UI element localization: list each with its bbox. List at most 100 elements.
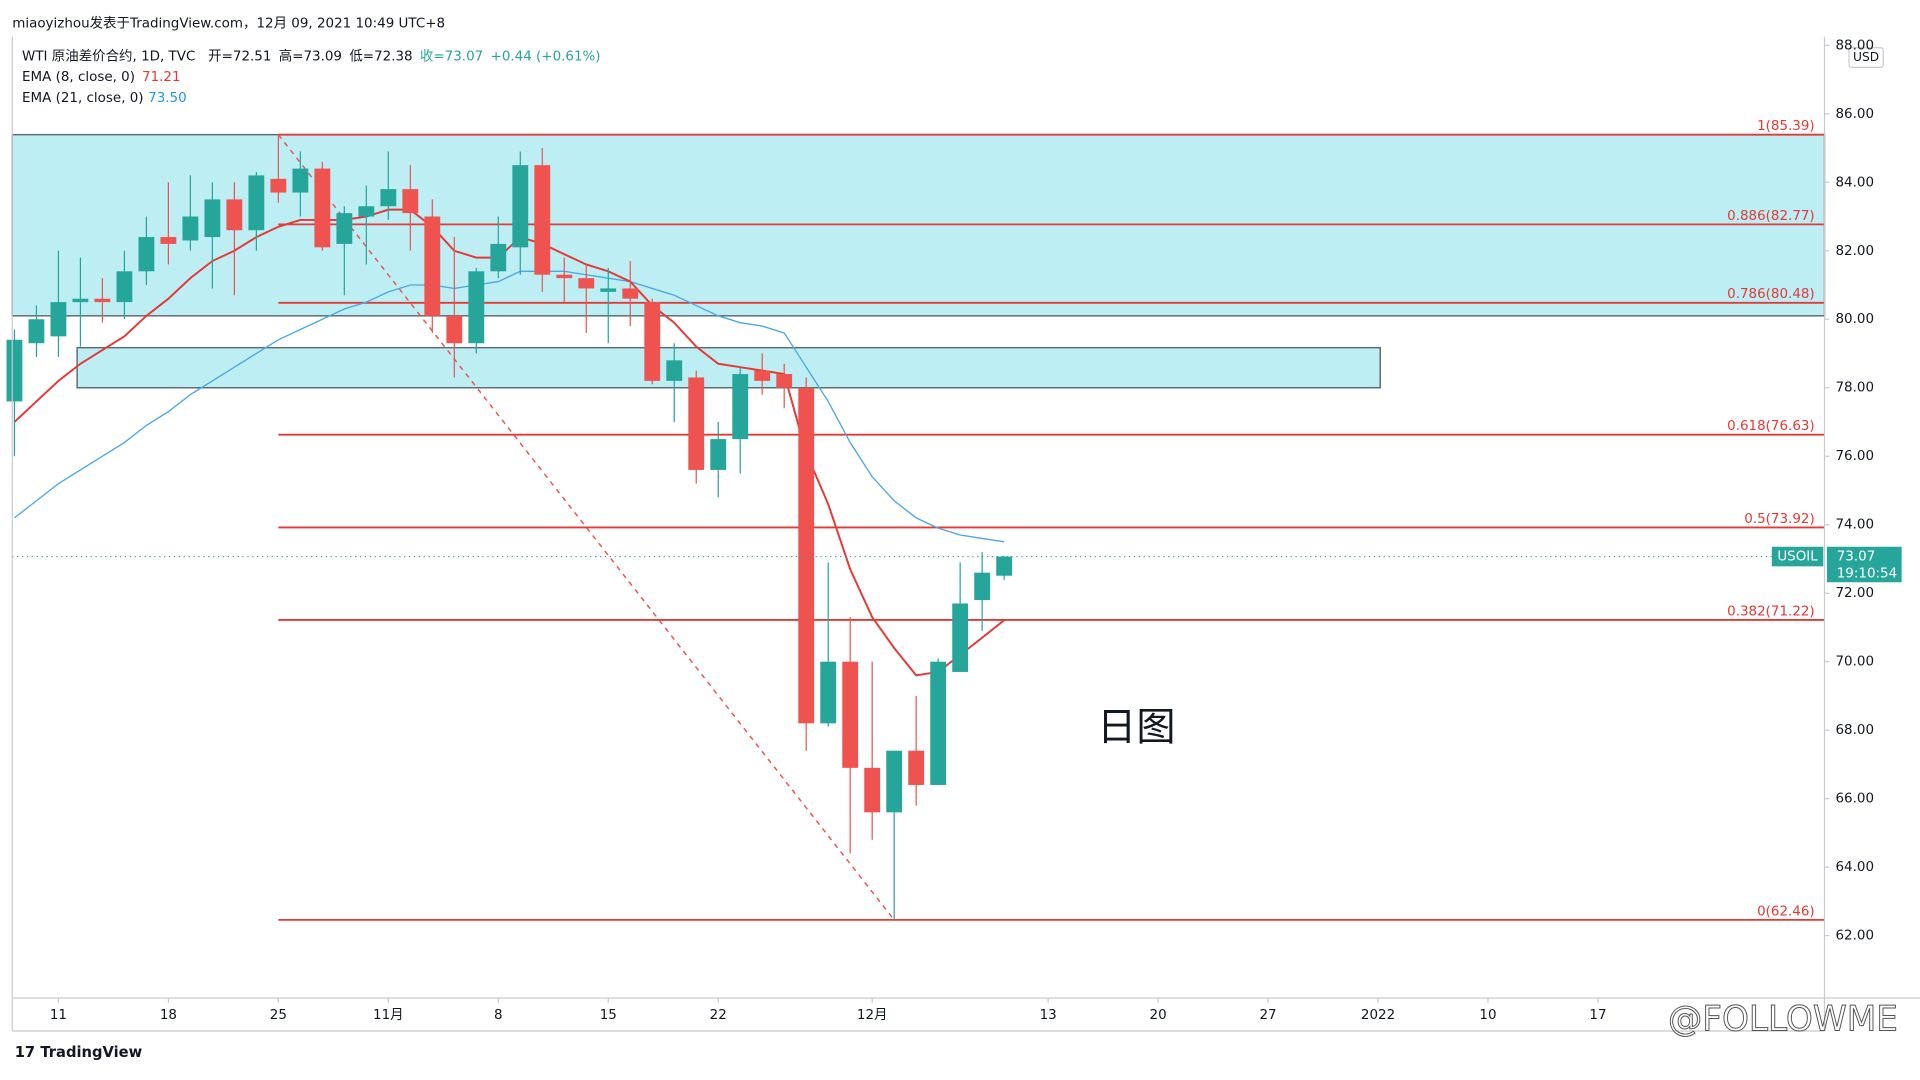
currency: USD [1853, 50, 1879, 64]
candle-body [886, 750, 903, 813]
candle-body [490, 243, 507, 272]
symbol-label: USOIL [1777, 550, 1818, 565]
legend-item: 高=73.09 [279, 47, 342, 64]
candle-body [226, 199, 243, 231]
ema-line [13, 208, 1005, 677]
x-tick-label: 20 [1150, 1008, 1167, 1023]
candle-body [204, 199, 221, 238]
x-tick-label: 18 [160, 1008, 177, 1023]
x-tick-label: 13 [1040, 1008, 1057, 1023]
x-tick-label: 11 [50, 1008, 67, 1023]
candle-body [820, 661, 837, 724]
annotation: 日图 [1097, 705, 1175, 750]
candle-body [622, 288, 639, 299]
candle-body [94, 298, 111, 303]
y-tick-label: 72.00 [1836, 586, 1875, 601]
y-tick-label: 68.00 [1836, 723, 1875, 738]
fib-label: 1(85.39) [1757, 119, 1815, 134]
candle-body [424, 216, 441, 316]
candle-body [402, 189, 419, 214]
candle-body [380, 189, 397, 207]
fib-label: 0.382(71.22) [1727, 604, 1815, 619]
x-tick-label: 22 [710, 1008, 727, 1023]
candle-body [292, 168, 309, 193]
y-tick-label: 74.00 [1836, 518, 1875, 533]
candle-body [468, 271, 485, 344]
brand-logo: 17 [15, 1044, 35, 1061]
candle-body [644, 302, 661, 381]
candle-body [864, 767, 881, 813]
candle-body [50, 302, 67, 337]
candle-body [314, 168, 331, 248]
legend-ema8-value: 71.21 [142, 70, 181, 85]
fib-label: 0.5(73.92) [1744, 512, 1814, 527]
candle-body [182, 216, 199, 241]
symbol-box [1771, 546, 1824, 567]
candle-body [6, 339, 23, 402]
candle-body [446, 315, 463, 344]
legend-item: 低=72.38 [349, 48, 412, 64]
candle-body [72, 298, 89, 303]
fib-label: 0.618(76.63) [1727, 419, 1815, 434]
fib-label: 0(62.46) [1757, 904, 1815, 919]
candle-body [28, 319, 45, 344]
x-tick-label: 27 [1259, 1008, 1276, 1023]
header: miaoyizhou发表于TradingView.com，12月 09, 202… [12, 15, 445, 31]
x-tick-label: 12月 [857, 1008, 888, 1023]
candle-body [138, 237, 155, 272]
y-tick-label: 64.00 [1836, 860, 1875, 875]
candle-body [710, 439, 727, 470]
candle-body [776, 374, 793, 388]
y-tick-label: 76.00 [1836, 449, 1875, 464]
plot-area: 1(85.39) 0.886(82.77) 0.786(80.48) 0.618(76… [6, 119, 1826, 921]
legend-items: 开=72.51 高=73.09 低=72.38 收=73.07 +0.44 (+0.61… [208, 47, 600, 64]
candle-body [534, 165, 551, 275]
candle-body [952, 603, 969, 672]
candle-body [974, 572, 991, 601]
y-tick-label: 66.00 [1836, 792, 1875, 807]
candle-body [754, 370, 771, 381]
candle-body [600, 288, 617, 292]
candle-body [798, 387, 815, 724]
x-tick-label: 15 [600, 1008, 617, 1023]
candle-body [512, 165, 529, 248]
y-tick-label: 62.00 [1836, 929, 1875, 944]
legend-ema8: EMA (8, close, 0) [22, 70, 135, 85]
x-tick-label: 17 [1589, 1008, 1606, 1023]
candle-body [930, 661, 947, 785]
x-tick-label: 8 [494, 1008, 503, 1023]
watermark: @FOLLOWME [1668, 1000, 1898, 1040]
price-label: 73.07 [1837, 550, 1876, 565]
candle-body [358, 206, 375, 217]
y-tick-label: 84.00 [1836, 175, 1875, 190]
candle-body [578, 278, 595, 289]
currency-box [1848, 47, 1884, 68]
y-tick-label: 70.00 [1836, 655, 1875, 670]
ema-line [14, 270, 1005, 543]
candle-body [270, 178, 287, 193]
brand: TradingView [40, 1044, 142, 1061]
y-tick-label: 80.00 [1836, 312, 1875, 327]
legend-ema21-value: 73.50 [148, 91, 187, 106]
legend-item: +0.44 (+0.61%) [491, 49, 601, 64]
x-tick-label: 2022 [1361, 1008, 1395, 1023]
y-tick-label: 82.00 [1836, 244, 1875, 259]
candle-body [666, 360, 683, 381]
candle-body [996, 556, 1013, 576]
candle-body [688, 377, 705, 470]
fib-label: 0.886(82.77) [1727, 209, 1815, 224]
candle-body [732, 374, 749, 440]
candle-body [248, 175, 265, 231]
candle-body [842, 661, 859, 768]
y-tick-label: 78.00 [1836, 381, 1875, 396]
legend-item: 收=73.07 [420, 48, 483, 64]
candle-body [116, 271, 133, 303]
candle-body [336, 213, 353, 244]
candle-body [160, 237, 177, 244]
x-tick-label: 11月 [373, 1008, 404, 1023]
x-tick-label: 25 [270, 1008, 287, 1023]
candle-body [556, 274, 573, 279]
legend-item: 开=72.51 [208, 49, 271, 64]
